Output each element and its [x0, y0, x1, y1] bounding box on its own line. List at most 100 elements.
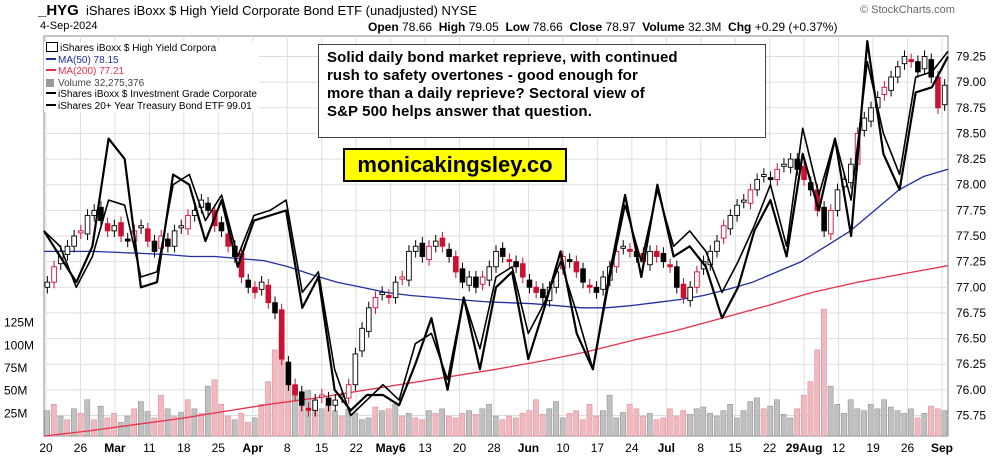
- volume-bar: [680, 410, 687, 437]
- volume-bar: [178, 412, 184, 437]
- volume-bar: [526, 410, 533, 437]
- volume-bar: [332, 410, 338, 437]
- candle-body: [386, 295, 392, 298]
- candle-body: [171, 230, 178, 247]
- y-tick-label: 77.00: [956, 280, 986, 294]
- volume-bar: [271, 349, 278, 437]
- x-tick-label: 17: [591, 441, 605, 455]
- volume-bar: [492, 415, 499, 437]
- candle-body: [901, 56, 908, 65]
- volume-label: Volume: [642, 20, 685, 34]
- candle-body: [392, 281, 399, 298]
- candle-body: [412, 245, 419, 252]
- volume-bar: [800, 394, 807, 437]
- volume-bar: [251, 417, 258, 437]
- volume-bar: [111, 413, 117, 437]
- annotation-line: Solid daily bond market reprieve, with c…: [327, 49, 678, 66]
- candle-body: [258, 281, 265, 290]
- chg-label: Chg: [728, 20, 752, 34]
- candle-body: [252, 286, 258, 293]
- volume-bar: [238, 413, 245, 437]
- volume-bar: [794, 408, 800, 437]
- x-tick-label: Apr: [242, 441, 263, 455]
- candle-body: [292, 384, 298, 396]
- candle-body: [399, 276, 406, 280]
- volume-bar: [104, 417, 111, 437]
- volume-bar: [727, 404, 733, 437]
- candle-body: [573, 261, 580, 273]
- volume-bar: [372, 406, 379, 437]
- volume-bar: [861, 410, 867, 437]
- volume-bar: [84, 399, 91, 437]
- x-tick-label: 26: [74, 441, 88, 455]
- volume-bar: [198, 413, 204, 437]
- volume-bar: [358, 419, 365, 437]
- volume-bar: [399, 415, 405, 437]
- y-tick-label: 76.50: [956, 332, 986, 346]
- candle-body: [178, 225, 185, 229]
- candle-body: [747, 189, 754, 204]
- volume-bar: [593, 415, 600, 437]
- candle-body: [888, 76, 894, 91]
- candle-body: [627, 248, 633, 252]
- candle-body: [144, 228, 151, 242]
- high-label: High: [438, 20, 466, 34]
- candle-body: [345, 384, 352, 399]
- volume-bar: [137, 401, 144, 437]
- candle-body: [325, 397, 332, 406]
- volume-bar: [425, 410, 432, 437]
- x-tick-label: 25: [212, 441, 226, 455]
- volume-bar: [653, 419, 660, 437]
- candle-body: [359, 327, 365, 352]
- candle-body: [379, 291, 385, 295]
- x-tick-label: 19: [866, 441, 880, 455]
- candle-body: [881, 86, 888, 95]
- volume-bar: [546, 408, 553, 437]
- annotation-line: rush to safety overtones - good enough f…: [327, 67, 638, 84]
- volume-bar: [740, 410, 747, 437]
- candle-body: [285, 361, 292, 386]
- volume-bar: [191, 408, 198, 437]
- volume-bar: [921, 413, 928, 437]
- volume-bar: [780, 413, 787, 437]
- volume-bar: [847, 399, 854, 437]
- candle-body: [540, 288, 546, 298]
- x-tick-label: 12: [832, 441, 846, 455]
- volume-bar: [245, 422, 251, 437]
- candle-body: [118, 222, 124, 237]
- volume-tick-label: 50M: [4, 384, 27, 398]
- y-tick-label: 77.25: [956, 255, 986, 269]
- candle-body: [138, 225, 144, 229]
- candle-body: [466, 276, 473, 286]
- x-tick-label: May6: [376, 441, 406, 455]
- volume-bar: [459, 413, 466, 437]
- volume-bar: [158, 394, 164, 437]
- volume-bar: [667, 408, 673, 437]
- y-tick-label: 76.75: [956, 306, 986, 320]
- candle-body: [185, 215, 191, 230]
- candle-body: [91, 209, 98, 216]
- volume-bar: [660, 417, 667, 437]
- legend-main: iShares iBoxx $ High Yield Corpora: [46, 42, 257, 55]
- exchange-label: NYSE: [441, 3, 477, 18]
- close-label: Close: [569, 20, 603, 34]
- candle-body: [352, 353, 359, 386]
- candle-body: [111, 225, 118, 232]
- volume-bar: [44, 410, 50, 437]
- x-tick-label: 15: [315, 441, 329, 455]
- candle-body: [660, 252, 667, 263]
- candle-body: [680, 283, 687, 298]
- candle-body: [218, 222, 225, 232]
- candle-body: [439, 237, 446, 247]
- volume-bar: [754, 397, 760, 437]
- volume-bar: [519, 413, 526, 437]
- candle-body: [299, 391, 305, 406]
- close-value: 78.97: [605, 20, 636, 34]
- volume-bar: [600, 410, 606, 437]
- volume-bar: [747, 401, 754, 437]
- x-tick-label: 8: [697, 441, 704, 455]
- low-label: Low: [505, 20, 530, 34]
- volume-bar: [164, 408, 171, 437]
- volume-bar: [218, 404, 225, 437]
- annotation-line: S&P 500 helps answer that question.: [327, 103, 592, 120]
